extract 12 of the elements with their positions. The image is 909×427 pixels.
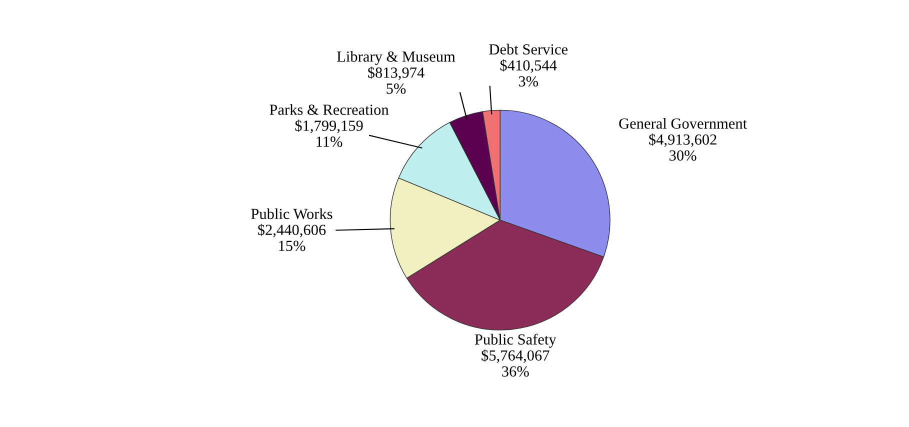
data-label: $5,764,067 36% (482, 349, 550, 377)
data-label: $813,974 5% (368, 66, 424, 94)
slice-label: Debt Service (489, 44, 568, 55)
slice-label: Public Works (251, 208, 332, 220)
slice-label: Library & Museum (337, 51, 456, 65)
data-label: $2,440,606 15% (258, 224, 326, 252)
slice-label: General Government (619, 118, 747, 129)
data-label: $1,799,159 11% (295, 120, 363, 147)
data-label: $4,913,602 30% (649, 133, 716, 161)
slice-label: Parks & Recreation (270, 104, 389, 115)
data-label: $410,544 3% (500, 59, 557, 87)
slice-label: Public Safety (474, 334, 556, 348)
